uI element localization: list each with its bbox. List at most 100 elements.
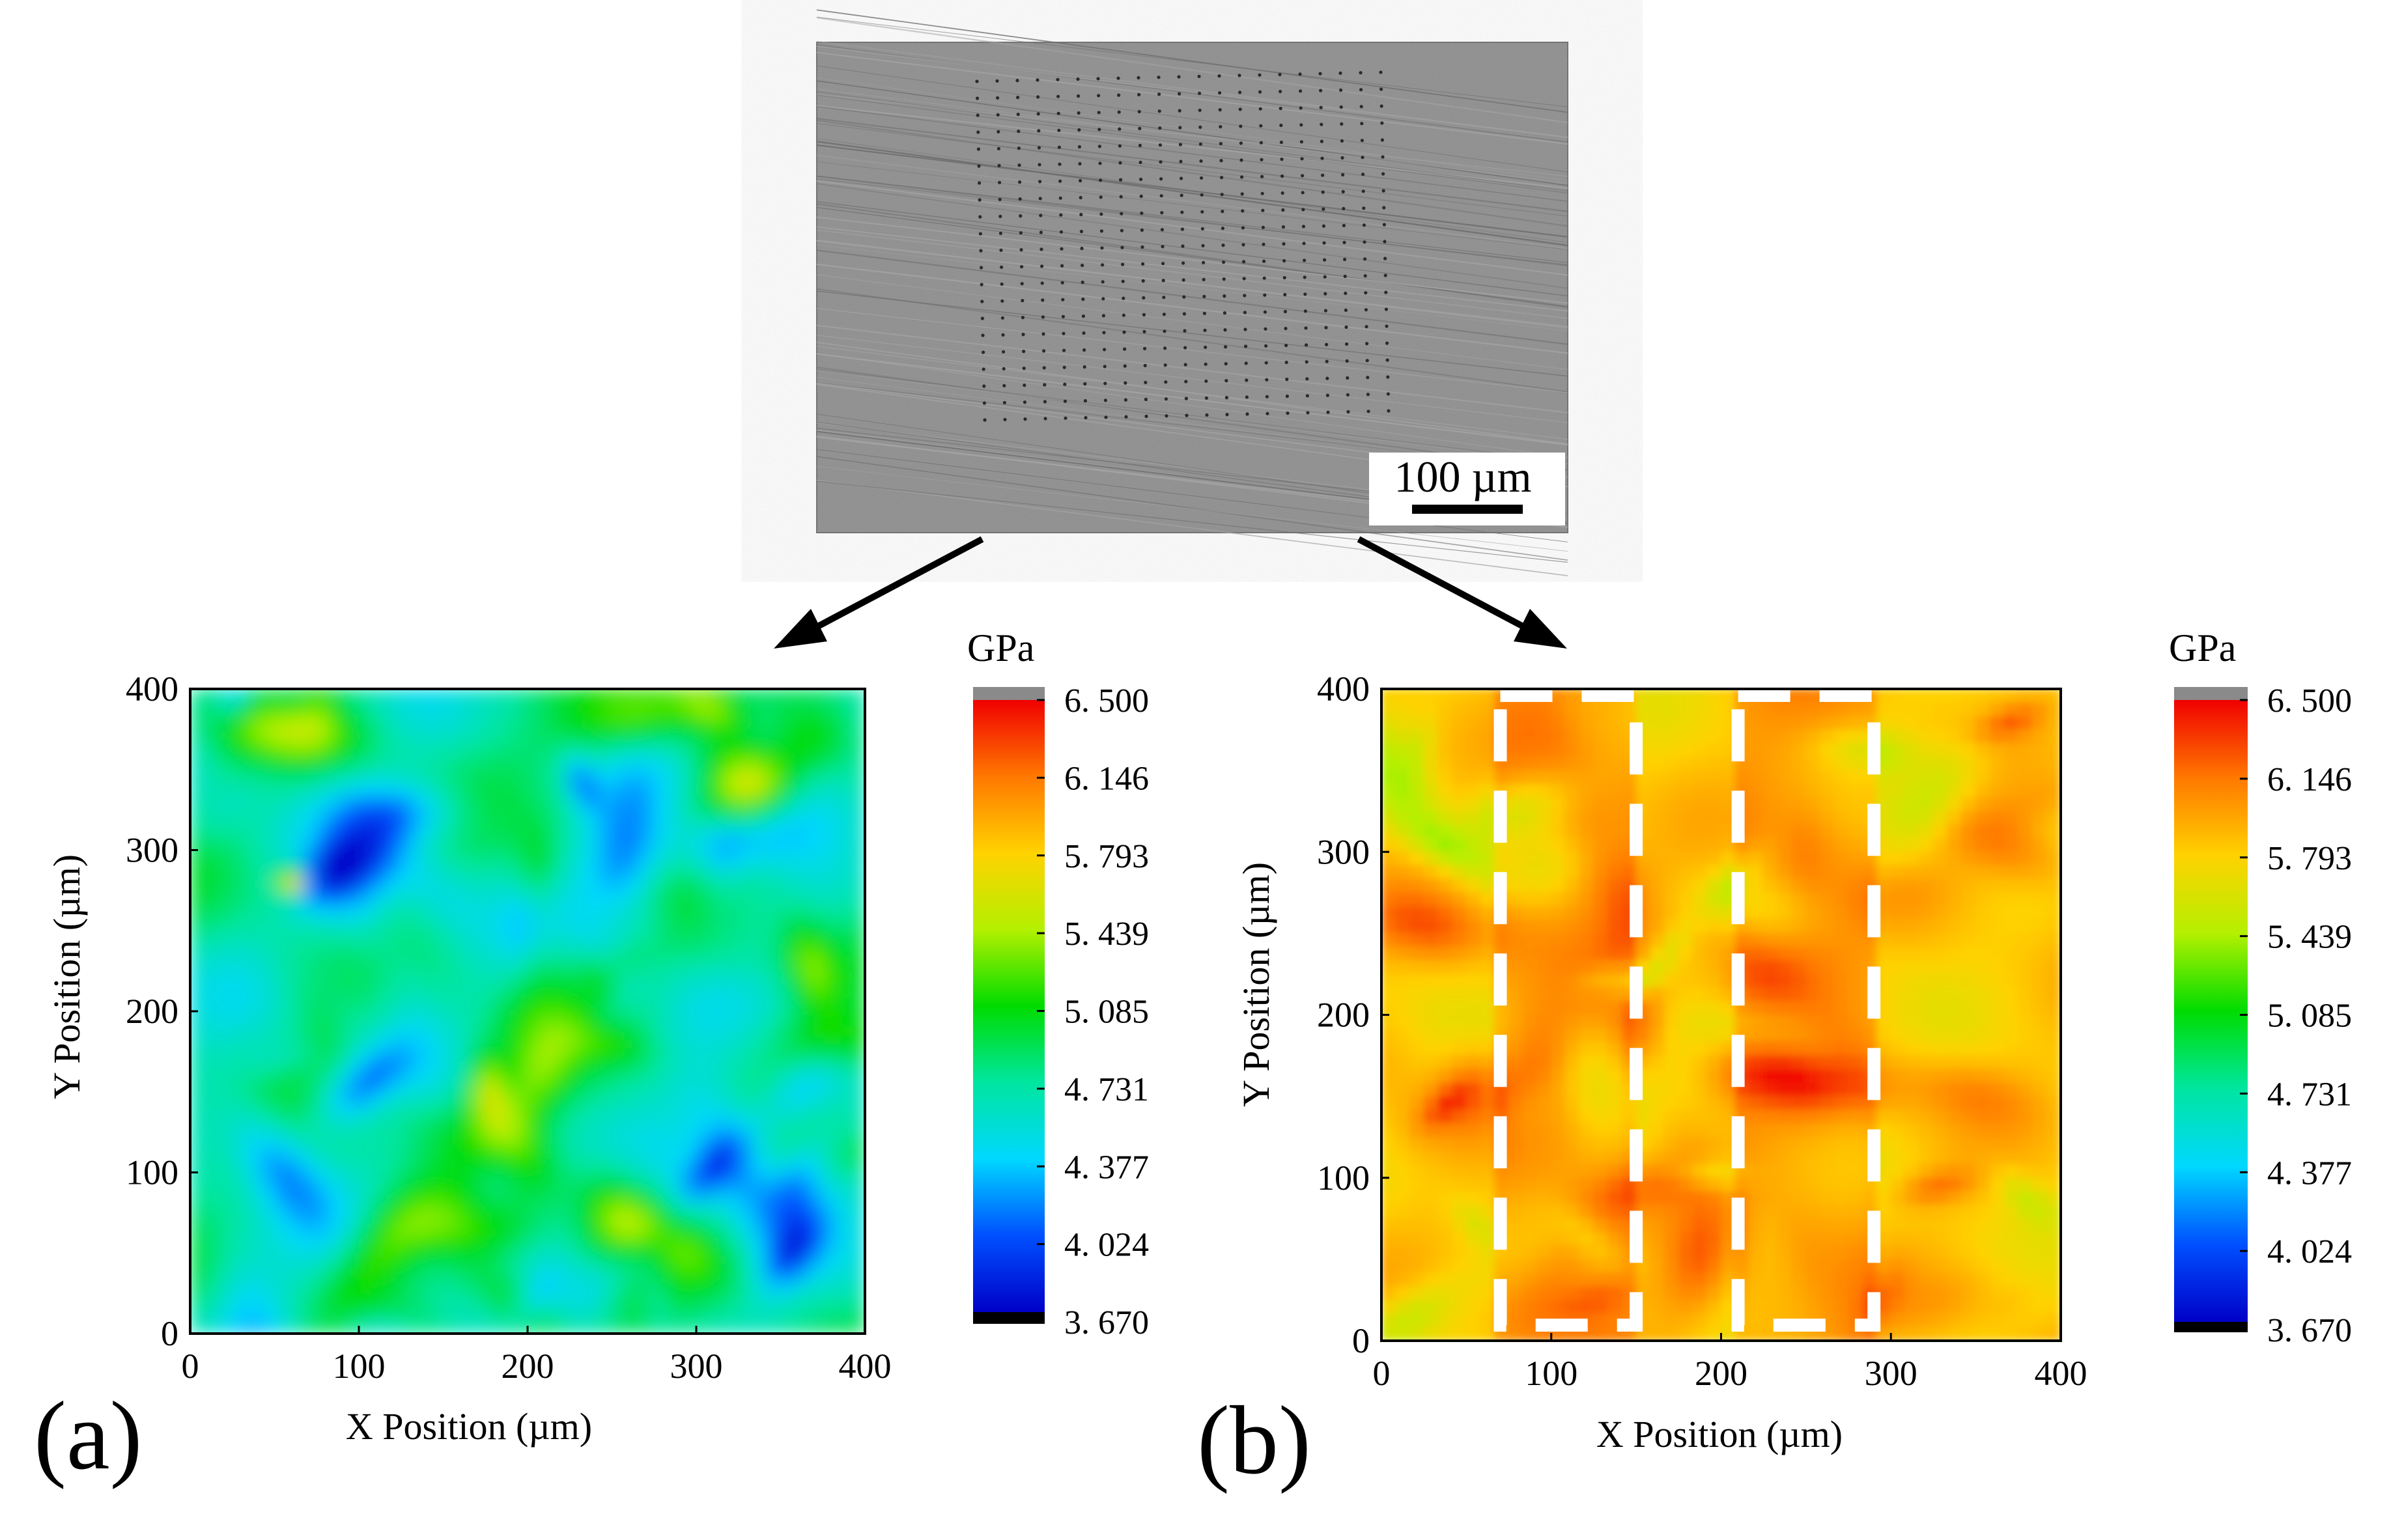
heatmap-cell	[1749, 1096, 1764, 1110]
heatmap-cell	[696, 729, 711, 743]
heatmap-cell	[836, 809, 851, 824]
heatmap-cell	[1904, 1177, 1920, 1192]
heatmap-cell	[1692, 1123, 1708, 1138]
heatmap-cell	[1777, 1272, 1792, 1287]
indent-mark	[1266, 412, 1269, 415]
heatmap-cell	[724, 1158, 739, 1173]
heatmap-cell	[1932, 1299, 1948, 1314]
heatmap-cell	[1749, 878, 1764, 893]
indent-mark	[980, 300, 984, 303]
heatmap-cell	[1890, 1205, 1906, 1219]
heatmap-cell	[653, 1306, 669, 1321]
heatmap-cell	[1904, 1041, 1920, 1056]
heatmap-cell	[1692, 1177, 1708, 1192]
heatmap-cell	[1522, 1001, 1538, 1015]
indent-mark	[1020, 282, 1024, 286]
indent-mark	[1081, 314, 1085, 318]
heatmap-cell	[766, 1199, 781, 1213]
heatmap-cell	[1395, 1055, 1410, 1070]
heatmap-cell	[541, 1104, 556, 1119]
heatmap-cell	[1551, 1110, 1566, 1124]
heatmap-cell	[836, 889, 851, 904]
heatmap-cell	[1791, 973, 1807, 988]
heatmap-cell	[1452, 716, 1467, 731]
heatmap-cell	[1833, 824, 1849, 839]
heatmap-cell	[822, 997, 838, 1012]
heatmap-cell	[1423, 1136, 1439, 1151]
heatmap-cell	[330, 889, 345, 904]
indent-mark	[1015, 79, 1019, 83]
heatmap-cell	[1522, 1028, 1538, 1043]
indent-mark	[1157, 92, 1161, 96]
heatmap-cell	[1890, 702, 1906, 717]
heatmap-cell	[1551, 783, 1566, 798]
heatmap-cell	[414, 1199, 430, 1213]
heatmap-cell	[1989, 1015, 2005, 1029]
heatmap-cell	[1579, 770, 1594, 785]
heatmap-cell	[780, 1037, 795, 1052]
heatmap-cell	[625, 850, 641, 864]
heatmap-cell	[246, 1225, 261, 1240]
heatmap-cell	[710, 1145, 725, 1160]
heatmap-cell	[1452, 702, 1467, 717]
heatmap-cell	[1551, 1177, 1566, 1192]
heatmap-cell	[569, 729, 584, 743]
heatmap-cell	[1536, 1028, 1552, 1043]
heatmap-cell	[373, 742, 388, 757]
heatmap-cell	[1805, 1150, 1821, 1165]
heatmap-cell	[527, 1225, 543, 1240]
heatmap-cell	[1522, 716, 1538, 731]
heatmap-cell	[836, 782, 851, 797]
heatmap-cell	[1381, 1110, 1396, 1124]
heatmap-cell	[274, 822, 289, 837]
indent-mark	[1217, 74, 1221, 78]
heatmap-cell	[710, 1011, 725, 1026]
heatmap-cell	[555, 1212, 571, 1227]
heatmap-cell	[836, 1065, 851, 1079]
indent-mark	[1183, 363, 1187, 367]
heatmap-cell	[1989, 729, 2005, 744]
heatmap-cell	[681, 903, 697, 918]
heatmap-cell	[710, 863, 725, 878]
heatmap-cell	[836, 715, 851, 730]
heatmap-cell	[1437, 824, 1453, 839]
heatmap-cell	[1678, 1001, 1693, 1015]
heatmap-cell	[1890, 1015, 1906, 1029]
heatmap-cell	[1579, 1245, 1594, 1260]
heatmap-cell	[386, 944, 402, 958]
heatmap-cell	[710, 1225, 725, 1240]
heatmap-cell	[640, 1037, 655, 1052]
heatmap-cell	[1395, 1136, 1410, 1151]
heatmap-cell	[752, 1225, 767, 1240]
heatmap-cell	[1381, 1218, 1396, 1233]
heatmap-cell	[1763, 1015, 1778, 1029]
heatmap-cell	[414, 970, 430, 985]
heatmap-cell	[1565, 756, 1580, 771]
heatmap-cell	[625, 796, 641, 811]
heatmap-cell	[1820, 1299, 1835, 1314]
indent-mark	[1197, 74, 1201, 78]
heatmap-cell	[752, 1293, 767, 1308]
indent-mark	[1040, 264, 1044, 268]
heatmap-cell	[1777, 742, 1792, 757]
indent-mark	[1224, 379, 1228, 383]
heatmap-cell	[485, 822, 500, 837]
heatmap-cell	[190, 1118, 205, 1133]
heatmap-cell	[1805, 932, 1821, 947]
scratch-line	[816, 16, 1568, 124]
heatmap-cell	[1551, 1272, 1566, 1287]
indent-mark	[980, 316, 984, 320]
heatmap-cell	[724, 944, 739, 958]
indent-mark	[1023, 384, 1026, 387]
heatmap-cell	[386, 1104, 402, 1119]
heatmap-cell	[1791, 1055, 1807, 1070]
heatmap-cell	[668, 1293, 683, 1308]
heatmap-cell	[625, 1293, 641, 1308]
heatmap-cell	[344, 755, 360, 770]
heatmap-cell	[274, 836, 289, 850]
heatmap-cell	[513, 755, 528, 770]
heatmap-cell	[1777, 987, 1792, 1002]
heatmap-cell	[1932, 1164, 1948, 1179]
heatmap-cell	[302, 782, 317, 797]
